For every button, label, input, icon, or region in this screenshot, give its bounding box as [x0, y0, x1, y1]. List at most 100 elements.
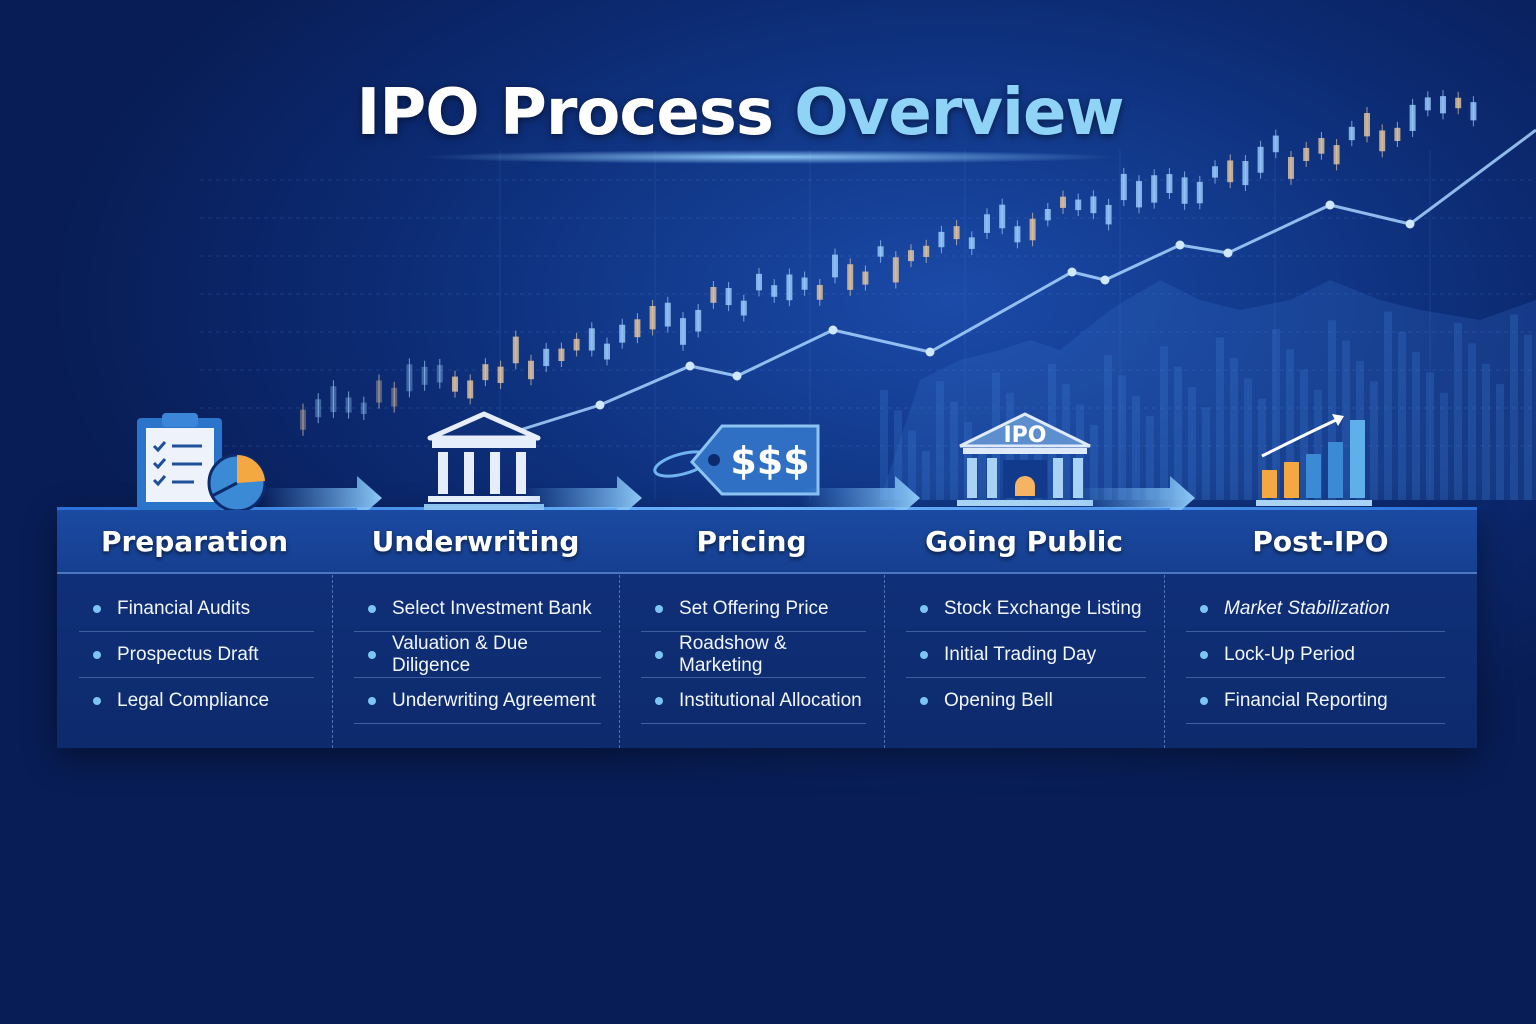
bullet-icon — [1200, 696, 1208, 705]
title-glow — [420, 150, 1120, 164]
stage-title: Going Public — [884, 510, 1164, 574]
candle-body — [512, 336, 519, 364]
list-item: Financial Reporting — [1186, 678, 1445, 724]
volume-bar — [1188, 387, 1196, 500]
volume-bar — [1244, 378, 1252, 500]
ipo-building-text: IPO — [1003, 423, 1046, 448]
candle-body — [892, 257, 899, 283]
volume-bar — [1328, 320, 1336, 500]
candle-body — [725, 288, 732, 306]
volume-bar — [1132, 395, 1140, 500]
volume-bar — [1384, 311, 1392, 500]
candle-body — [1288, 157, 1294, 179]
stage-post-ipo: Post-IPO Market Stabilization Lock-Up Pe… — [1164, 510, 1477, 748]
stage-underwriting: Underwriting Select Investment Bank Valu… — [332, 510, 619, 748]
candle-body — [664, 302, 671, 327]
candle-body — [1060, 196, 1066, 208]
price-tag-icon: $$$ — [653, 424, 820, 496]
candle-body — [619, 324, 626, 343]
candle-body — [756, 273, 762, 291]
stage-pricing: Pricing Set Offering Price Roadshow & Ma… — [619, 510, 884, 748]
volume-bar — [978, 442, 986, 500]
bullet-icon — [368, 650, 376, 659]
volume-bar — [1314, 389, 1322, 500]
volume-bar — [1272, 328, 1280, 500]
candle-body — [391, 387, 398, 407]
volume-bar — [908, 430, 916, 500]
bullet-icon — [368, 604, 376, 613]
list-item: Underwriting Agreement — [354, 678, 601, 724]
candle-body — [588, 328, 595, 351]
candle-body — [1257, 146, 1264, 173]
item-text: Stock Exchange Listing — [944, 597, 1142, 619]
candle-body — [1303, 147, 1310, 161]
candle-body — [771, 285, 778, 297]
clipboard-pie-chart-icon — [137, 413, 267, 513]
list-item: Institutional Allocation — [641, 678, 866, 724]
trend-point — [685, 361, 695, 371]
volume-bar — [922, 450, 930, 500]
volume-bar — [936, 381, 944, 500]
list-item: Legal Compliance — [79, 678, 314, 724]
title-accent: Overview — [794, 76, 1124, 150]
column-divider — [619, 510, 620, 748]
item-text: Lock-Up Period — [1224, 643, 1355, 665]
candle-body — [315, 399, 322, 418]
volume-bar — [1020, 413, 1028, 500]
candle-body — [1166, 174, 1173, 194]
price-tag-text: $$$ — [730, 439, 809, 483]
candle-body — [558, 348, 565, 362]
candle-body — [1075, 199, 1082, 211]
candle-body — [832, 254, 838, 278]
volume-bar — [1342, 340, 1350, 500]
trend-point — [1175, 240, 1185, 250]
candle-body — [816, 284, 823, 300]
candle-body — [1455, 97, 1462, 109]
candle-body — [573, 338, 580, 351]
candle-body — [968, 237, 975, 249]
candle-body — [1044, 208, 1051, 221]
candle-body — [1364, 113, 1370, 137]
volume-bar — [1104, 355, 1112, 500]
bullet-icon — [368, 696, 376, 705]
item-text: Set Offering Price — [679, 597, 829, 619]
trend-point — [595, 400, 605, 410]
candle-body — [376, 380, 382, 403]
stage-title: Post-IPO — [1164, 510, 1477, 574]
candle-body — [847, 264, 854, 290]
candle-body — [528, 360, 534, 380]
trend-point — [1067, 267, 1077, 277]
candle-body — [1379, 130, 1386, 152]
volume-bar — [1160, 346, 1168, 500]
volume-bar — [1510, 314, 1518, 500]
volume-bar — [1090, 424, 1098, 500]
volume-bar — [1454, 323, 1462, 500]
bullet-icon — [920, 697, 928, 705]
candle-body — [1014, 226, 1021, 243]
candle-body — [330, 386, 337, 413]
bullet-icon — [93, 604, 101, 613]
column-divider — [884, 510, 885, 748]
candle-body — [1318, 138, 1325, 154]
flow-arrow — [1075, 476, 1195, 520]
candle-body — [1136, 181, 1142, 208]
candle-body — [436, 364, 443, 383]
ipo-exchange-building-icon: IPO — [957, 412, 1093, 506]
item-text: Select Investment Bank — [392, 597, 592, 619]
trend-point — [1100, 275, 1110, 285]
volume-bar — [1146, 416, 1154, 500]
band-top-line — [57, 507, 1477, 510]
trend-point — [925, 347, 935, 357]
list-item: Lock-Up Period — [1186, 632, 1445, 678]
candle-body — [1333, 145, 1340, 165]
candle-body — [1181, 177, 1188, 204]
candle-body — [634, 319, 641, 338]
list-item: Market Stabilization — [1186, 586, 1445, 632]
volume-bar — [1174, 366, 1182, 500]
candle-body — [543, 348, 550, 367]
column-divider — [332, 510, 333, 748]
item-text: Financial Reporting — [1224, 689, 1388, 711]
candle-body — [999, 204, 1006, 229]
bullet-icon — [655, 604, 663, 613]
bullet-icon — [1200, 604, 1208, 613]
